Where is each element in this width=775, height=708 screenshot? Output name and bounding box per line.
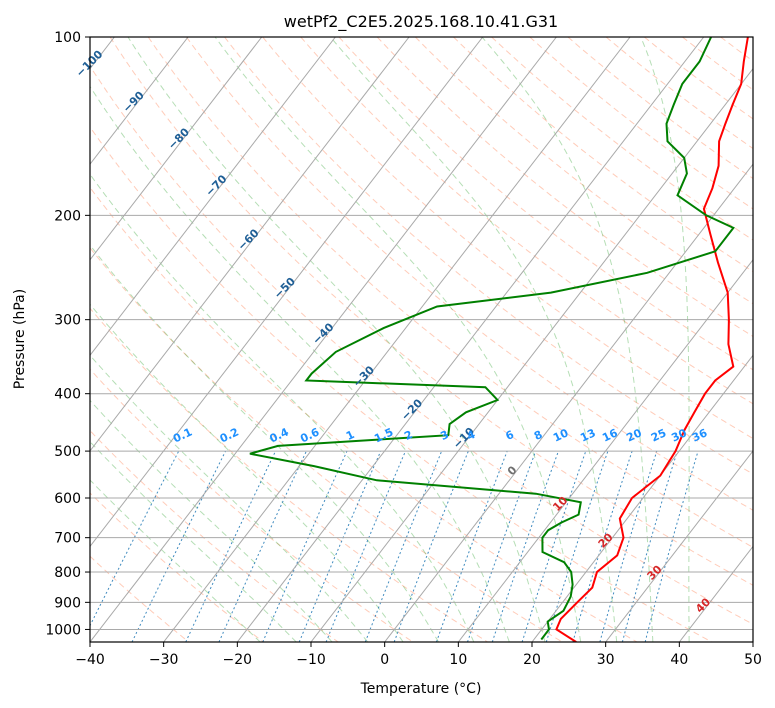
x-axis-label: Temperature (°C) xyxy=(360,681,482,697)
moist-adiabat-line xyxy=(127,37,546,642)
isotherm-line xyxy=(236,37,705,642)
x-tick-label: 0 xyxy=(380,652,389,668)
mixing-ratio-line xyxy=(545,450,609,642)
y-tick-label: 600 xyxy=(54,491,81,507)
moist-adiabat-line xyxy=(90,303,404,642)
dry-adiabat-line xyxy=(338,37,753,371)
y-tick-label: 100 xyxy=(54,30,81,46)
mixing-ratio-label: 16 xyxy=(600,426,620,444)
isotherm-line xyxy=(90,37,484,548)
mixing-ratio-label: 25 xyxy=(649,426,668,444)
plot-frame xyxy=(89,36,754,643)
isotherm-line xyxy=(90,37,557,642)
profile-lines xyxy=(249,37,749,642)
dry-adiabat-line xyxy=(90,126,712,642)
moist-adiabat-line xyxy=(330,37,618,642)
isotherm-line xyxy=(384,163,753,642)
moist-adiabat-line xyxy=(90,440,297,642)
x-tick-label: 20 xyxy=(523,652,541,668)
y-tick-label: 700 xyxy=(54,531,81,547)
plot-area xyxy=(90,37,753,642)
dry-adiabat-line xyxy=(376,37,753,338)
x-tick-label: −40 xyxy=(75,652,105,668)
mixing-ratio-line xyxy=(599,450,658,642)
temperature-profile-line xyxy=(555,37,749,642)
isotherm-line xyxy=(90,37,410,452)
x-tick-label: −30 xyxy=(149,652,179,668)
mixing-ratio-line xyxy=(218,450,307,642)
background-lines xyxy=(90,37,753,642)
isotherm-line xyxy=(163,37,631,642)
moist-adiabat-line xyxy=(640,37,690,642)
moist-adiabat-line xyxy=(90,479,261,642)
x-tick-label: −20 xyxy=(223,652,253,668)
y-tick-label: 800 xyxy=(54,565,81,581)
dry-adiabat-line xyxy=(90,492,264,642)
x-axis: −40 −30 −20 −10 0 10 20 30 40 50 xyxy=(75,642,762,668)
mixing-ratio-label: 13 xyxy=(578,426,597,444)
mixing-ratio-label: 20 xyxy=(624,426,644,444)
mixing-ratio-line xyxy=(185,450,276,642)
isotherm-line xyxy=(90,37,336,357)
dry-adiabat-line xyxy=(224,37,753,475)
isotherm-line xyxy=(310,67,753,642)
x-tick-label: −10 xyxy=(296,652,326,668)
dry-adiabat-line xyxy=(90,247,563,642)
dry-adiabat-line xyxy=(262,37,753,440)
mixing-ratio-line xyxy=(644,450,699,642)
moist-adiabat-line xyxy=(90,354,369,642)
mixing-ratio-line xyxy=(572,450,633,642)
y-tick-label: 300 xyxy=(54,313,81,329)
y-tick-label: 200 xyxy=(54,208,81,224)
chart-title: wetPf2_C2E5.2025.168.10.41.G31 xyxy=(284,12,558,32)
dewpoint-profile-line xyxy=(249,37,735,641)
x-tick-label: 50 xyxy=(744,652,762,668)
dry-adiabat-line xyxy=(90,186,638,642)
mixing-ratio-line xyxy=(521,450,587,642)
isotherm-line xyxy=(531,354,753,642)
y-tick-label: 500 xyxy=(54,444,81,460)
dry-adiabat-line xyxy=(90,65,753,625)
moist-adiabat-line xyxy=(90,244,439,642)
y-axis: 100 200 300 400 500 600 700 800 900 1000 xyxy=(45,30,90,638)
dry-adiabat-line xyxy=(300,37,753,405)
moist-adiabat-line xyxy=(90,399,333,642)
y-axis-label: Pressure (hPa) xyxy=(12,289,28,389)
mixing-ratio-line xyxy=(467,450,537,642)
dry-adiabat-line xyxy=(90,555,190,642)
dry-adiabat-line xyxy=(109,37,753,586)
mixing-ratio-label: 36 xyxy=(690,426,710,444)
moist-adiabat-line xyxy=(90,173,475,642)
x-tick-label: 30 xyxy=(597,652,615,668)
isotherm-line xyxy=(457,258,753,642)
moist-adiabat-line xyxy=(90,85,510,642)
isotherm-line xyxy=(605,450,753,642)
y-tick-label: 1000 xyxy=(45,622,81,638)
mixing-ratio-line xyxy=(364,450,443,642)
isotherm-line xyxy=(90,37,189,166)
moist-adiabat-line xyxy=(214,37,582,642)
mixing-ratio-line xyxy=(393,450,469,642)
moist-adiabat-line xyxy=(481,37,654,642)
mixing-ratio-label: 10 xyxy=(551,426,571,444)
y-tick-label: 400 xyxy=(54,387,81,403)
mixing-ratio-line xyxy=(90,450,180,627)
mixing-ratio-label: 30 xyxy=(669,426,689,444)
x-tick-label: 40 xyxy=(670,652,688,668)
mixing-ratio-line xyxy=(131,450,227,642)
x-tick-label: 10 xyxy=(449,652,467,668)
y-tick-label: 900 xyxy=(54,595,81,611)
isotherm-line xyxy=(90,37,263,261)
mixing-ratio-line xyxy=(621,450,678,642)
